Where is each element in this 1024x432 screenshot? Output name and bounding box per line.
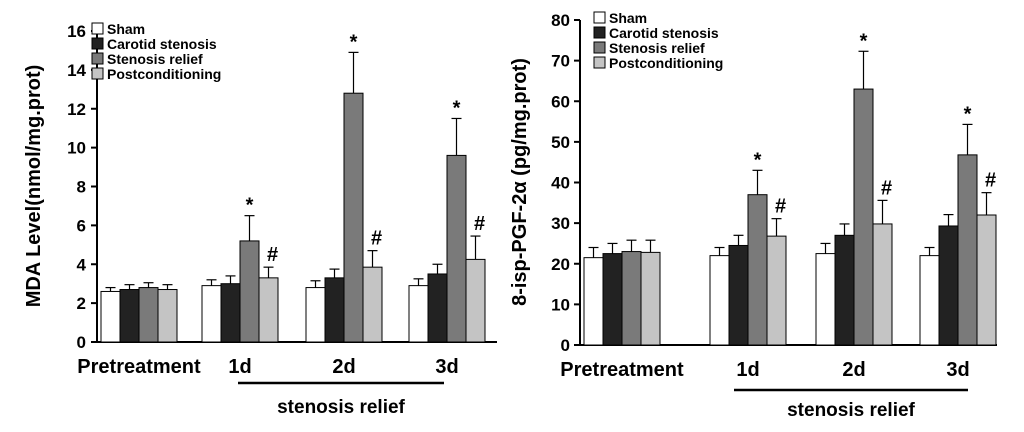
bar [834, 234, 855, 346]
bar [408, 285, 429, 343]
y-tick-label: 20 [551, 255, 570, 274]
bar [362, 266, 383, 343]
significance-hash: # [881, 177, 892, 199]
bar [119, 289, 140, 343]
y-tick-label: 0 [77, 333, 86, 352]
group-label: stenosis relief [277, 397, 405, 418]
y-tick-label: 12 [67, 100, 86, 119]
bar [853, 88, 874, 346]
bar [766, 235, 787, 346]
legend-swatch [91, 22, 104, 35]
bar [621, 251, 642, 346]
bar [602, 253, 623, 346]
y-tick-label: 14 [67, 61, 86, 80]
legend-swatch [593, 56, 606, 69]
significance-star: * [246, 195, 254, 217]
significance-hash: # [371, 228, 382, 250]
bar [100, 290, 121, 343]
bar [465, 258, 486, 343]
y-tick-label: 4 [77, 255, 87, 274]
x-tick-label: 3d [946, 359, 969, 381]
legend-label: Sham [609, 10, 647, 26]
significance-hash: # [267, 244, 278, 266]
significance-star: * [964, 103, 972, 125]
bar [239, 240, 260, 343]
significance-hash: # [985, 170, 996, 192]
bar [957, 154, 978, 346]
legend-label: Postconditioning [609, 55, 723, 71]
chart-1: 0 2 4 6 8 10 12 14 16 MDA Level(nmol/mg.prot) Pret… [23, 21, 497, 418]
bar [305, 287, 326, 343]
bar [640, 251, 661, 346]
y-tick-label: 6 [77, 216, 86, 235]
bar [446, 154, 467, 343]
bar [427, 273, 448, 343]
y-axis-label: MDA Level(nmol/mg.prot) [23, 65, 45, 308]
legend-label: Carotid stenosis [107, 36, 217, 52]
bar [343, 92, 364, 343]
x-tick-label: 3d [435, 356, 458, 378]
legend-label: Stenosis relief [107, 51, 203, 67]
x-tick-label: Pretreatment [560, 359, 684, 381]
y-tick-label: 10 [67, 139, 86, 158]
significance-hash: # [474, 213, 485, 235]
y-tick-label: 80 [551, 11, 570, 30]
bar [201, 285, 222, 343]
y-axis-label: 8-isp-PGF-2α (pg/mg.prot) [509, 58, 531, 306]
bar [872, 223, 893, 346]
bar [919, 255, 940, 346]
bar [324, 277, 345, 343]
bar [709, 255, 730, 346]
x-tick-label: 1d [736, 359, 759, 381]
legend-label: Sham [107, 21, 145, 37]
x-tick-label: Pretreatment [77, 356, 201, 378]
significance-star: * [754, 149, 762, 171]
y-tick-label: 0 [561, 336, 570, 355]
legend-swatch [593, 41, 606, 54]
y-tick-label: 16 [67, 22, 86, 41]
legend-label: Postconditioning [107, 66, 221, 82]
bar [583, 257, 604, 346]
legend-label: Carotid stenosis [609, 25, 719, 41]
legend-swatch [593, 11, 606, 24]
significance-star: * [860, 30, 868, 52]
bar [220, 283, 241, 343]
bar [258, 277, 279, 343]
y-tick-label: 30 [551, 214, 570, 233]
bar [728, 244, 749, 346]
legend-swatch [91, 67, 104, 80]
bar [747, 194, 768, 346]
significance-star: * [350, 31, 358, 53]
significance-star: * [453, 97, 461, 119]
x-tick-label: 2d [842, 359, 865, 381]
y-tick-label: 40 [551, 174, 570, 193]
group-label: stenosis relief [787, 400, 915, 421]
y-tick-label: 50 [551, 133, 570, 152]
y-tick-label: 2 [77, 294, 86, 313]
significance-hash: # [775, 196, 786, 218]
bar [138, 287, 159, 343]
bar [157, 289, 178, 343]
legend-swatch [593, 26, 606, 39]
y-tick-label: 70 [551, 52, 570, 71]
chart-2: 0 10 20 30 40 50 60 70 80 8-isp-PGF-2α (pg/mg.pro… [509, 10, 997, 421]
legend-swatch [91, 52, 104, 65]
bar [976, 214, 997, 346]
x-tick-label: 2d [332, 356, 355, 378]
bar [815, 253, 836, 346]
bar [938, 225, 959, 346]
x-tick-label: 1d [228, 356, 251, 378]
legend-swatch [91, 37, 104, 50]
y-tick-label: 60 [551, 92, 570, 111]
y-tick-label: 8 [77, 178, 86, 197]
legend-label: Stenosis relief [609, 40, 705, 56]
y-tick-label: 10 [551, 295, 570, 314]
